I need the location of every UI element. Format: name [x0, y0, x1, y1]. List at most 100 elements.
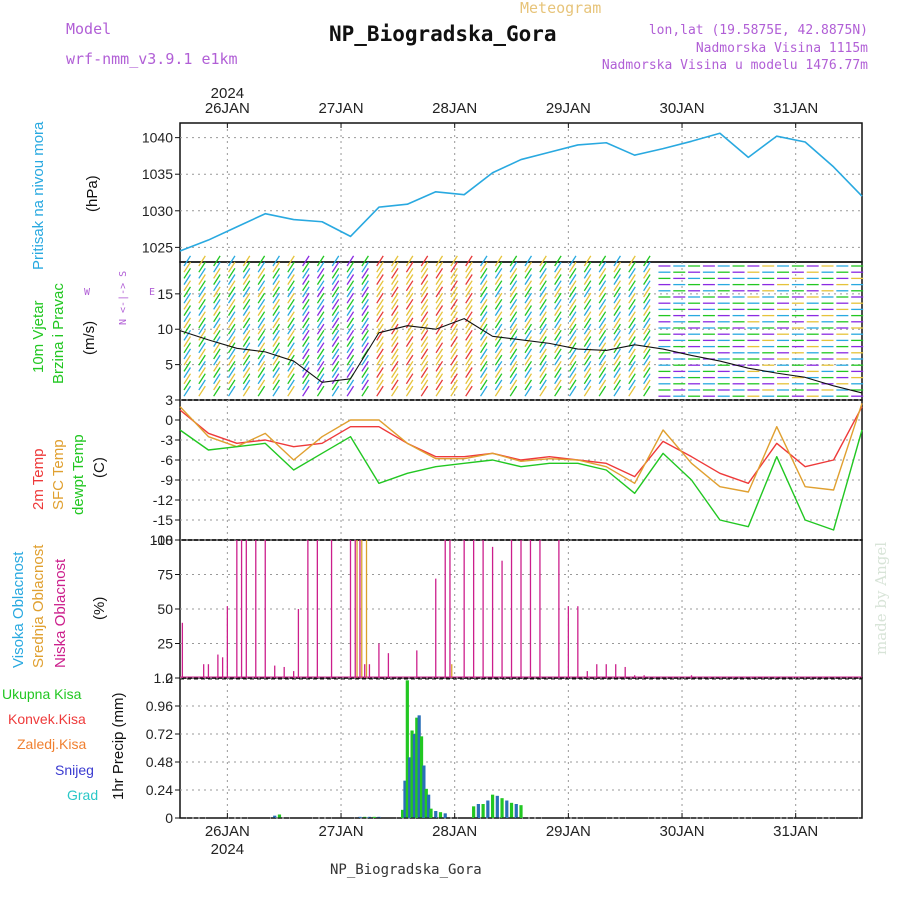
wind-barb [509, 373, 518, 385]
wind-barb [524, 261, 533, 273]
wind-barb [539, 348, 547, 360]
wind-barb [316, 255, 325, 267]
wind-barb [494, 348, 503, 360]
wind-barb [554, 298, 562, 310]
wind-barb [227, 360, 236, 372]
wind-barb [257, 317, 266, 329]
wind-barb [435, 311, 444, 323]
wind-barb [346, 298, 355, 310]
wind-barb [450, 367, 458, 378]
wind-barb [465, 342, 473, 354]
wind-barb [405, 367, 414, 378]
wind-barb [257, 311, 266, 323]
wind-barb [568, 305, 577, 316]
wind-barb [405, 311, 414, 323]
wind-barb [183, 367, 192, 378]
wind-barb [524, 385, 533, 397]
wind-barb [554, 348, 562, 360]
y-tick-label: 1030 [142, 203, 173, 219]
wind-barb [198, 342, 206, 354]
wind-barb [420, 336, 429, 347]
wind-barb [287, 286, 295, 298]
wind-barb [183, 286, 192, 298]
wind-barb [316, 336, 325, 347]
wind-barb [583, 336, 592, 347]
y-tick-label: 25 [157, 636, 173, 652]
wind-barb [405, 336, 414, 347]
wind-barb [391, 274, 399, 285]
wind-barb [183, 298, 192, 310]
compass-w-label: W [84, 287, 91, 298]
wind-barb [316, 348, 325, 360]
wind-barb [583, 367, 592, 378]
wind-barb [242, 261, 251, 273]
wind-barb [183, 292, 192, 304]
wind-barb [509, 323, 518, 335]
wind-barb [450, 360, 458, 372]
wind-barb [450, 373, 458, 385]
wind-barb [331, 367, 340, 378]
wind-barb [316, 317, 325, 329]
precip-bar [472, 806, 476, 818]
wind-barb [524, 267, 533, 279]
wind-barb [568, 298, 577, 310]
wind-barb [554, 367, 562, 378]
wind-barb [272, 286, 280, 298]
wind-barb [331, 373, 340, 385]
x-tick-label-top: 31JAN [773, 100, 818, 117]
wind-barb [272, 317, 280, 329]
wind-barb [643, 317, 651, 329]
wind-barb [583, 305, 592, 316]
wind-barb [435, 379, 444, 391]
wind-barb [435, 336, 444, 347]
wind-barb [287, 274, 295, 285]
wind-barb [568, 261, 577, 273]
wind-barb [524, 274, 533, 285]
wind-barb [198, 274, 206, 285]
y-tick-label: 0.96 [146, 698, 173, 714]
wind-barb [524, 305, 533, 316]
precip-bar [434, 811, 438, 818]
wind-barb [450, 323, 458, 335]
wind-barb [331, 348, 340, 360]
wind-barb [509, 317, 518, 329]
wind-barb [213, 323, 221, 335]
wind-barb [613, 286, 621, 298]
wind-barb [242, 286, 251, 298]
precip-bar [509, 802, 514, 818]
wind-barb [272, 323, 280, 335]
wind-barb [198, 311, 206, 323]
y-tick-label: 75 [157, 567, 173, 583]
wind-barb [272, 298, 280, 310]
wind-barb [465, 329, 473, 341]
wind-barb [613, 261, 621, 273]
wind-barb [257, 292, 266, 304]
wind-barb [183, 348, 192, 360]
wind-barb [376, 367, 384, 378]
wind-barb [213, 354, 221, 366]
wind-barb [302, 298, 310, 310]
wind-barb [361, 323, 369, 335]
wind-barb [435, 367, 444, 378]
wind-barb [316, 280, 325, 292]
precip-bar [417, 715, 421, 818]
wind-barb [346, 385, 355, 397]
precip-bar [427, 794, 431, 818]
wind-barb [583, 261, 592, 273]
wind-barb [213, 286, 221, 298]
wind-barb [479, 348, 488, 360]
wind-barb [257, 280, 266, 292]
wind-barb [302, 317, 310, 329]
wind-barb [376, 311, 384, 323]
wind-barb [183, 336, 192, 347]
wind-barb [420, 367, 429, 378]
wind-barb [346, 336, 355, 347]
wind-barb [509, 298, 518, 310]
wind-barb [539, 354, 547, 366]
precip-bar [415, 717, 419, 818]
wind-barb [435, 298, 444, 310]
wind-barb [227, 348, 236, 360]
wind-barb [346, 311, 355, 323]
wind-barb [331, 329, 340, 341]
precip-bar [363, 816, 367, 818]
